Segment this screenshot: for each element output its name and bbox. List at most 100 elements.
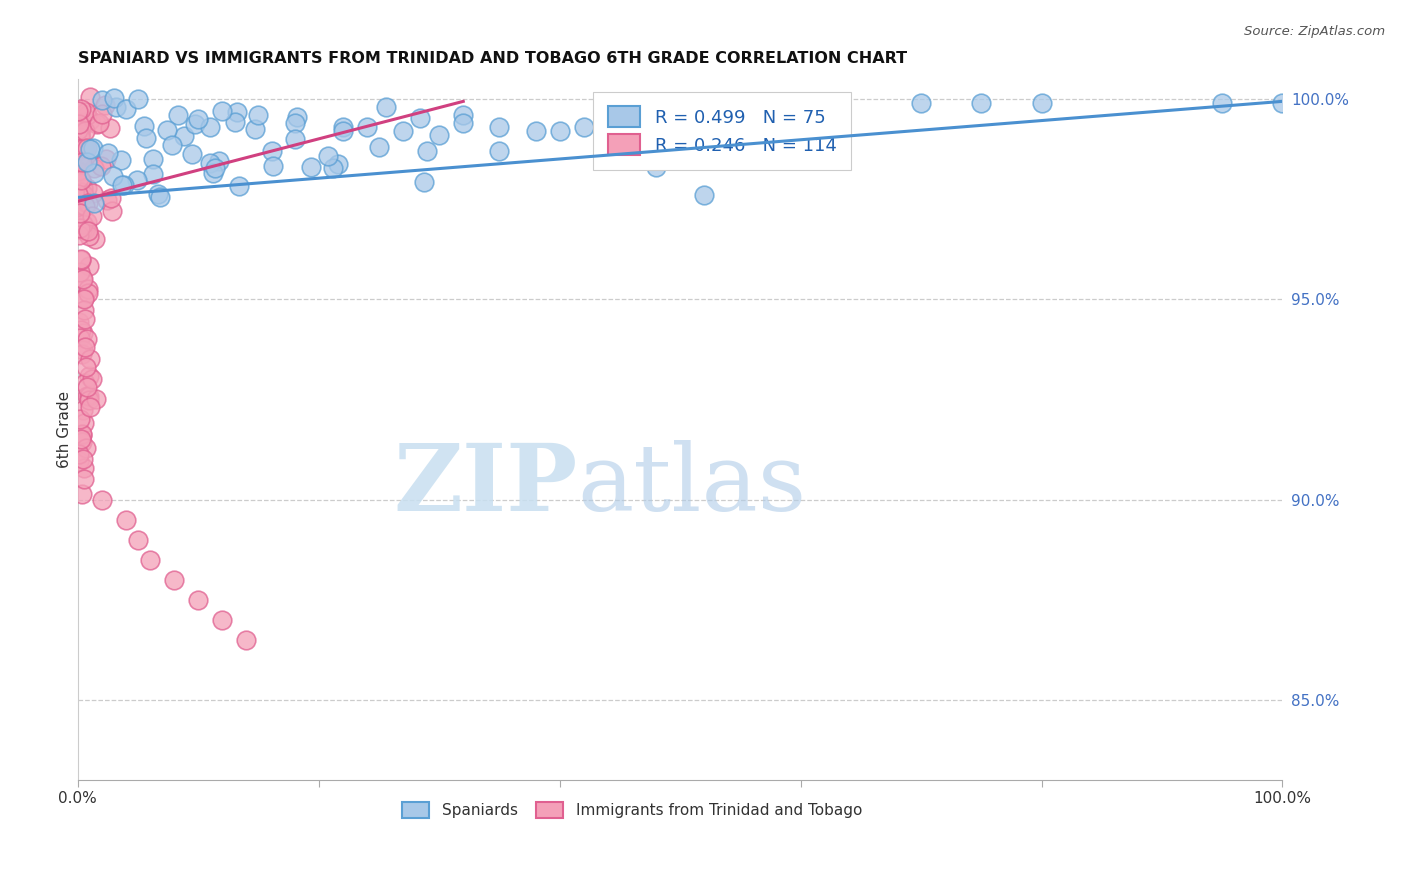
Point bbox=[204, 161, 226, 176]
Point bbox=[187, 112, 209, 126]
Point bbox=[76, 333, 98, 347]
Point bbox=[75, 104, 97, 119]
Point bbox=[79, 352, 101, 367]
Point bbox=[609, 140, 631, 154]
Point bbox=[70, 323, 93, 337]
Point bbox=[84, 392, 107, 407]
Point bbox=[73, 123, 96, 137]
Point bbox=[409, 112, 432, 126]
Point bbox=[322, 161, 344, 175]
Point bbox=[247, 108, 270, 122]
Point bbox=[142, 152, 165, 166]
Point bbox=[76, 181, 98, 195]
Text: SPANIARD VS IMMIGRANTS FROM TRINIDAD AND TOBAGO 6TH GRADE CORRELATION CHART: SPANIARD VS IMMIGRANTS FROM TRINIDAD AND… bbox=[77, 51, 907, 66]
Point bbox=[180, 147, 202, 161]
Point bbox=[142, 167, 165, 181]
Point bbox=[368, 140, 391, 154]
Point bbox=[160, 138, 183, 153]
Point bbox=[73, 293, 96, 307]
Point bbox=[69, 265, 91, 279]
Point bbox=[91, 107, 114, 121]
Point bbox=[79, 401, 101, 415]
Point bbox=[115, 102, 138, 116]
Point bbox=[73, 461, 96, 475]
Point bbox=[112, 178, 135, 193]
Point bbox=[70, 185, 93, 199]
Point bbox=[73, 141, 96, 155]
Point bbox=[67, 227, 90, 242]
Point bbox=[96, 194, 118, 208]
Point bbox=[76, 224, 98, 238]
Point bbox=[163, 573, 186, 587]
Point bbox=[73, 303, 96, 318]
Point bbox=[67, 187, 90, 202]
Point bbox=[70, 487, 93, 501]
Point bbox=[318, 149, 340, 163]
Point bbox=[208, 154, 231, 169]
Point bbox=[69, 128, 91, 142]
Point bbox=[134, 120, 156, 134]
Point bbox=[572, 120, 595, 135]
Point bbox=[72, 347, 94, 361]
Point bbox=[69, 115, 91, 129]
Point bbox=[70, 173, 93, 187]
Point bbox=[100, 203, 122, 218]
Point bbox=[451, 108, 474, 122]
Point bbox=[262, 145, 284, 159]
Point bbox=[127, 533, 149, 547]
Point bbox=[970, 96, 993, 111]
Point bbox=[77, 228, 100, 243]
Point bbox=[416, 145, 439, 159]
Point bbox=[73, 416, 96, 430]
Text: ZIP: ZIP bbox=[394, 441, 578, 531]
Text: atlas: atlas bbox=[578, 441, 807, 531]
Point bbox=[198, 156, 221, 170]
Point bbox=[226, 104, 249, 119]
Point bbox=[69, 102, 91, 116]
Point bbox=[910, 96, 932, 111]
Point bbox=[110, 153, 132, 168]
Point bbox=[77, 259, 100, 273]
Point bbox=[67, 315, 90, 329]
Point bbox=[103, 169, 125, 183]
Point bbox=[211, 104, 233, 119]
Point bbox=[70, 157, 93, 171]
Point bbox=[375, 100, 398, 114]
Point bbox=[70, 427, 93, 442]
Point bbox=[332, 124, 354, 138]
Point bbox=[224, 115, 246, 129]
Point bbox=[198, 120, 221, 135]
Point bbox=[524, 124, 547, 138]
Point bbox=[73, 341, 96, 355]
Point bbox=[70, 435, 93, 450]
Point bbox=[66, 121, 89, 136]
Point bbox=[69, 221, 91, 235]
Point bbox=[69, 128, 91, 142]
Point bbox=[488, 145, 510, 159]
Point bbox=[284, 132, 307, 146]
Point bbox=[167, 108, 190, 122]
Y-axis label: 6th Grade: 6th Grade bbox=[58, 391, 72, 468]
Point bbox=[412, 175, 434, 189]
Point bbox=[451, 116, 474, 130]
Point bbox=[67, 170, 90, 185]
Point bbox=[72, 181, 94, 195]
Point bbox=[72, 343, 94, 357]
Point bbox=[67, 164, 90, 178]
Point bbox=[392, 124, 415, 138]
Point bbox=[97, 145, 120, 160]
Point bbox=[69, 130, 91, 145]
Point bbox=[69, 331, 91, 345]
Point bbox=[79, 90, 101, 104]
Point bbox=[326, 156, 349, 170]
Point bbox=[149, 190, 172, 204]
Point bbox=[82, 141, 104, 155]
Point bbox=[139, 552, 162, 566]
Point bbox=[76, 380, 98, 394]
Point bbox=[67, 212, 90, 227]
Point bbox=[72, 270, 94, 285]
Point bbox=[73, 376, 96, 390]
Point bbox=[156, 123, 179, 137]
Point bbox=[148, 186, 170, 201]
Legend: Spaniards, Immigrants from Trinidad and Tobago: Spaniards, Immigrants from Trinidad and … bbox=[395, 797, 868, 824]
